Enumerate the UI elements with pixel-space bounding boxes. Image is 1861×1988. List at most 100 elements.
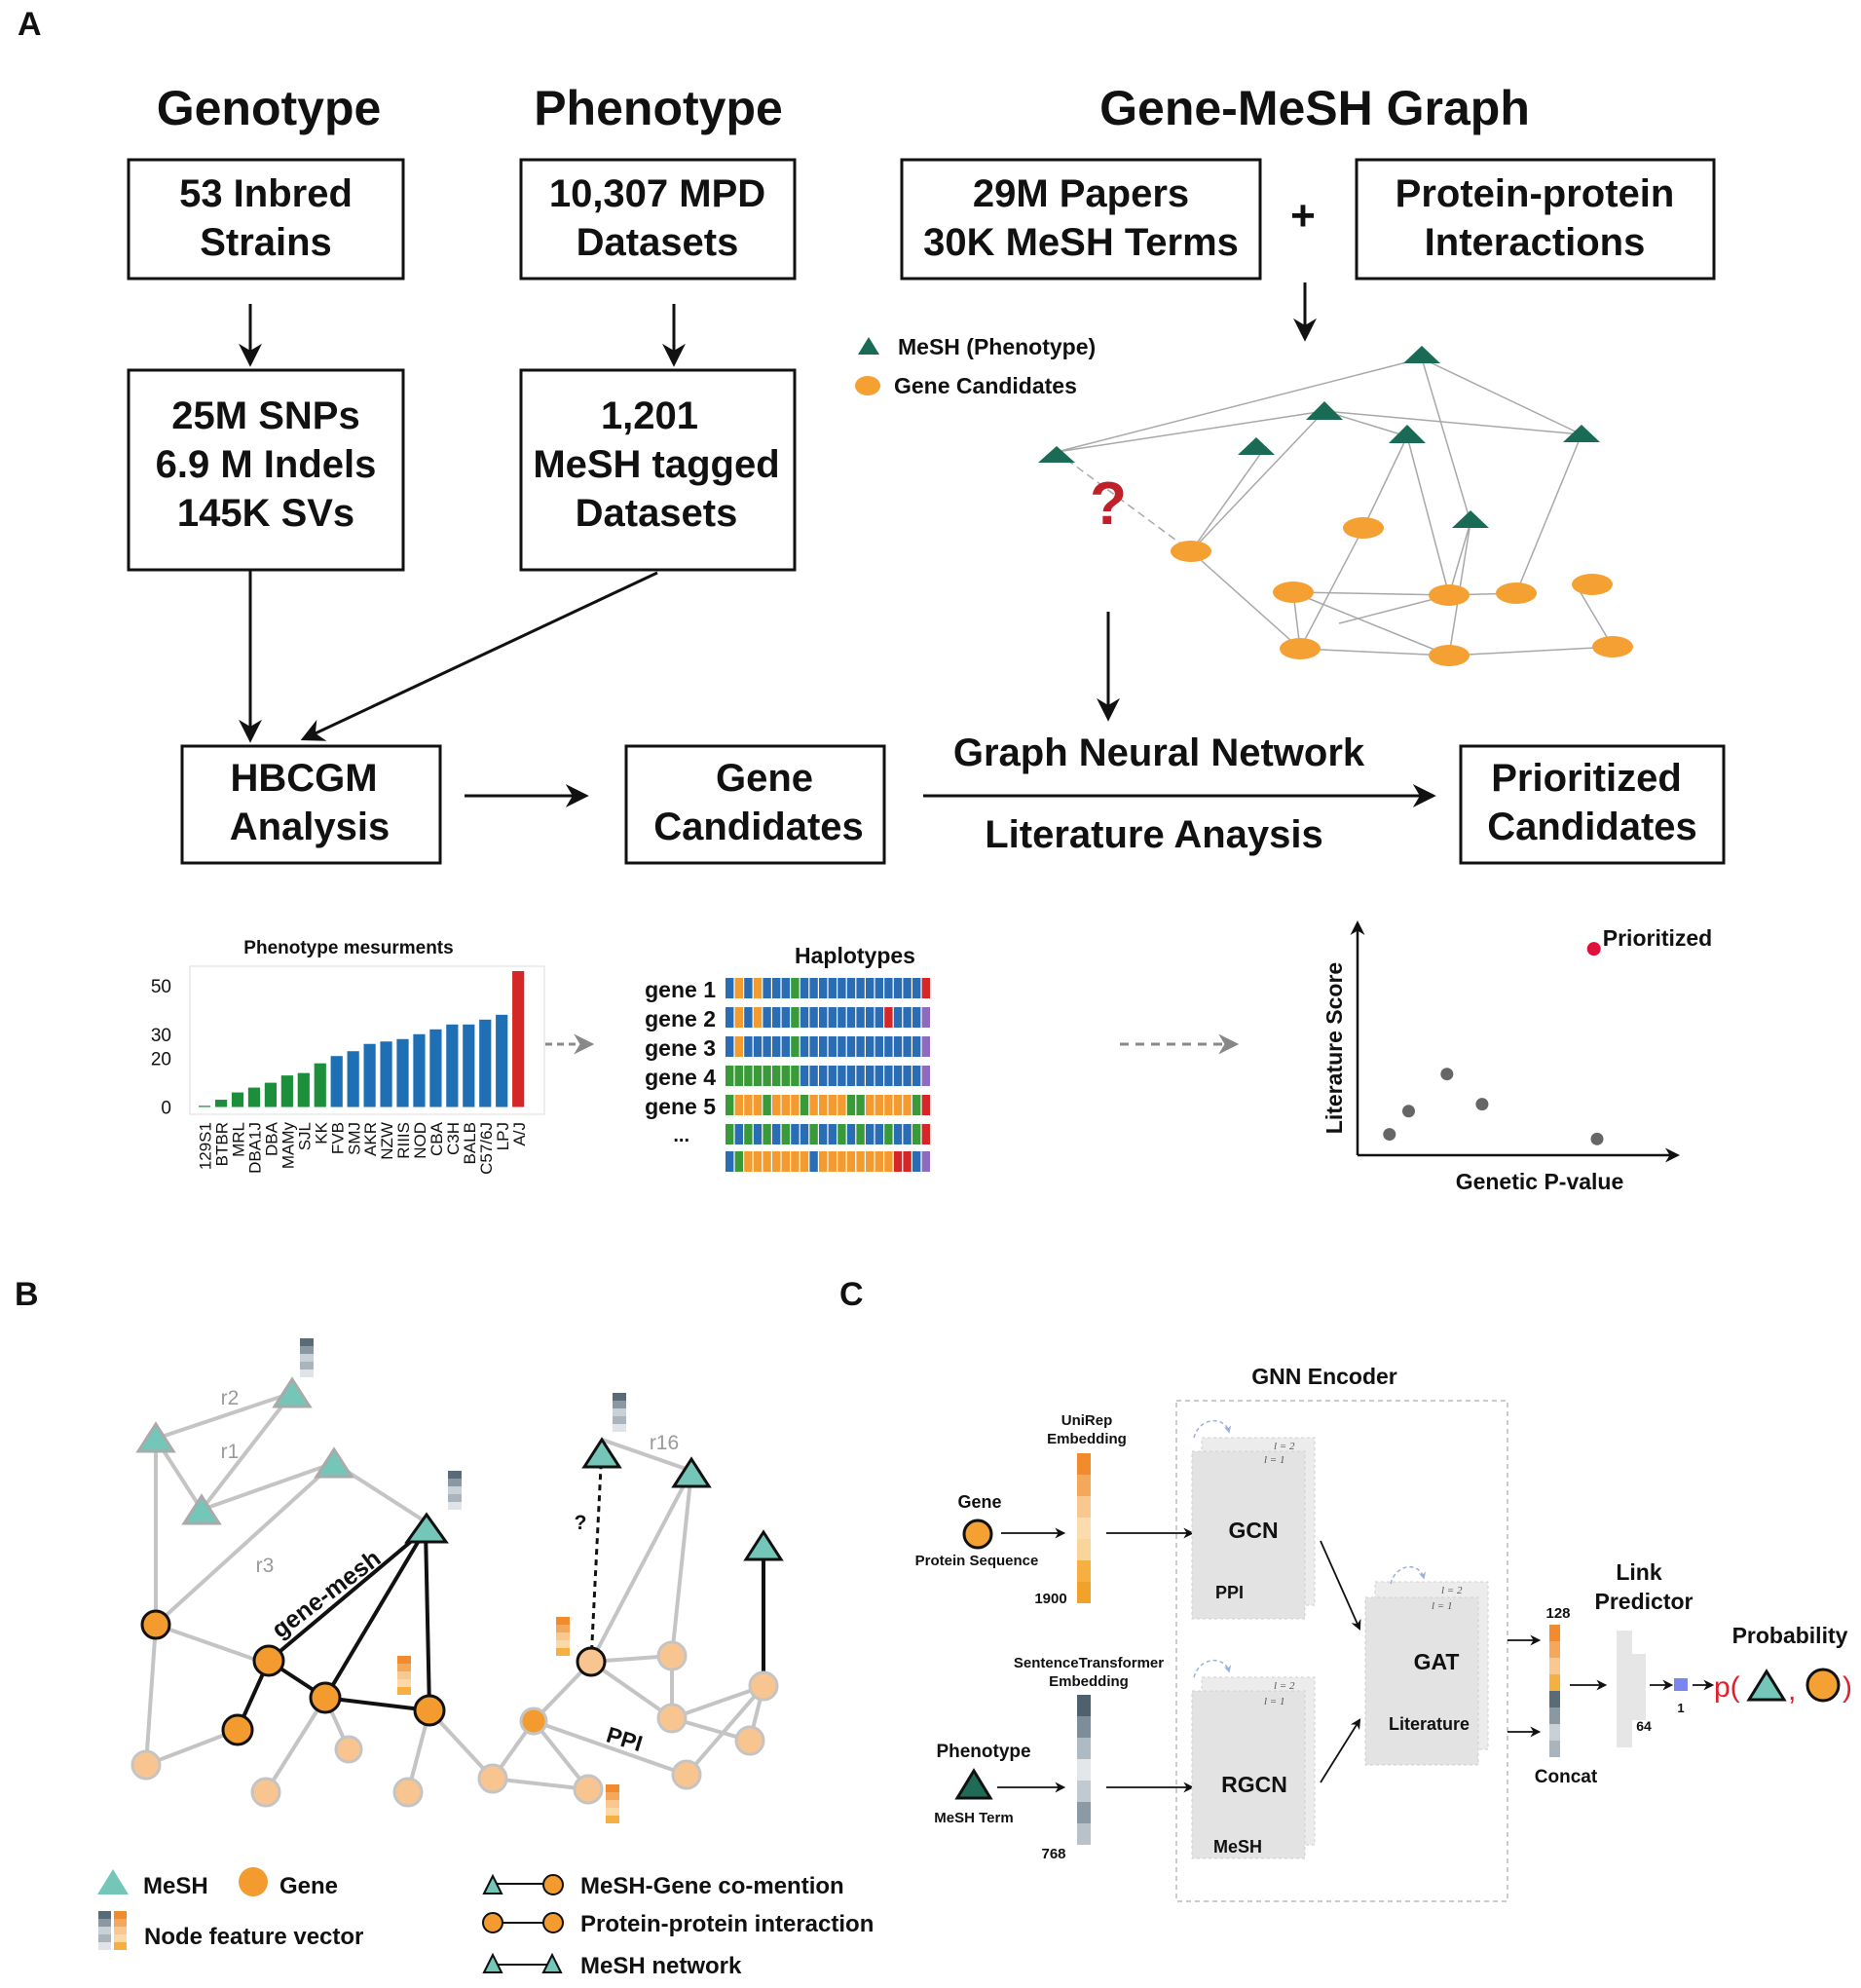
legend-comention-label: MeSH-Gene co-mention <box>580 1873 844 1899</box>
graph-mesh-node <box>1389 425 1426 443</box>
haplotype-cell <box>819 1124 828 1144</box>
haplotype-cell <box>781 1066 790 1086</box>
bar <box>413 1033 426 1107</box>
rgcn-mesh-label: MeSH <box>1213 1837 1262 1857</box>
haplotype-cell <box>744 1007 753 1028</box>
scatter-x-label: Genetic P-value <box>1456 1169 1624 1194</box>
haplotype-cell <box>753 1151 763 1172</box>
haplotype-cell <box>893 1066 903 1086</box>
haplotype-row-label: gene 5 <box>645 1094 716 1119</box>
legend-comention-icon <box>482 1873 564 1895</box>
graph-mesh-node <box>1238 437 1275 455</box>
graph-gene-nodes <box>1171 517 1633 666</box>
prob-gene-icon <box>1805 1668 1841 1703</box>
haplotype-cell <box>819 1036 828 1057</box>
haplotype-cell <box>884 1095 893 1115</box>
haplotype-cell <box>912 978 921 998</box>
bar-x-tick: KK <box>312 1121 330 1144</box>
b-mesh-node <box>404 1512 449 1544</box>
bar <box>363 1043 376 1107</box>
haplotype-cell <box>734 1007 743 1028</box>
unirep-embedding-vector <box>1077 1453 1091 1603</box>
predictor-layer-1 <box>1617 1631 1632 1747</box>
haplotype-cell <box>726 1124 734 1144</box>
haplotype-cell <box>884 1066 893 1086</box>
strains-box: 53 Inbred Strains <box>127 158 405 281</box>
haplotype-cell <box>791 1151 800 1172</box>
prioritized-line-1: Prioritized <box>1491 757 1682 800</box>
dim-1900-label: 1900 <box>1034 1591 1066 1607</box>
bar-x-tick: A/J <box>510 1122 529 1146</box>
haplotype-cell <box>763 1151 771 1172</box>
gene-input-label: Gene <box>957 1492 1001 1512</box>
concat-vector <box>1549 1625 1560 1757</box>
gcn-layer-l2: l = 2 <box>1274 1441 1295 1452</box>
unirep-label-2: Embedding <box>1047 1431 1127 1447</box>
haplotype-cell <box>856 978 865 998</box>
haplotype-cell <box>856 1066 865 1086</box>
haplotype-cell <box>903 1151 912 1172</box>
haplotype-cell <box>726 1066 734 1086</box>
rgcn-recurrence-icon <box>1193 1659 1232 1678</box>
variants-line-3: 145K SVs <box>177 492 354 535</box>
haplotype-cell <box>884 1124 893 1144</box>
rgcn-layer-l2: l = 2 <box>1274 1680 1295 1692</box>
haplotype-cell <box>809 1036 818 1057</box>
haplotype-cell <box>884 1007 893 1028</box>
haplotype-cell <box>912 1066 921 1086</box>
gat-layer-l2: l = 2 <box>1441 1585 1463 1596</box>
graph-mesh-node <box>1306 401 1343 420</box>
scatter-point <box>1440 1068 1454 1081</box>
feature-vector-icon <box>613 1393 626 1432</box>
graph-gene-node <box>1273 581 1314 603</box>
b-gene-node <box>656 1640 688 1671</box>
graph-gene-node <box>1496 582 1537 604</box>
gat-literature-label: Literature <box>1389 1714 1470 1734</box>
prob-mesh-icon <box>1746 1669 1787 1702</box>
haplotype-cell <box>921 978 930 998</box>
protein-sequence-label: Protein Sequence <box>915 1553 1039 1569</box>
haplotype-cell <box>893 978 903 998</box>
haplotype-cell <box>809 978 818 998</box>
haplotype-cell <box>781 1007 790 1028</box>
papers-line-2: 30K MeSH Terms <box>923 221 1239 264</box>
bar <box>247 1087 261 1107</box>
panel-label-a: A <box>18 6 42 43</box>
b-mesh-node <box>743 1529 784 1561</box>
bar-x-tick: 129S1 <box>197 1122 215 1170</box>
b-gene-node <box>573 1774 604 1805</box>
haplotype-cell <box>893 1151 903 1172</box>
b-gene-node <box>334 1735 363 1764</box>
haplotype-cell <box>846 1095 856 1115</box>
panel-b-mesh-nodes <box>135 1376 784 1561</box>
phenotype-bar-chart: Phenotype mesurments 0 20 30 50 129S1BTBRMRL… <box>151 938 545 1175</box>
legend-ppi-icon <box>482 1912 564 1933</box>
graph-gene-node <box>1572 574 1613 595</box>
haplotype-cell <box>763 1036 771 1057</box>
graph-gene-node <box>1592 636 1633 657</box>
dim-128-label: 128 <box>1545 1605 1570 1622</box>
haplotype-row-label: gene 4 <box>645 1065 716 1090</box>
haplotype-cell <box>819 1007 828 1028</box>
haplotype-cell <box>744 1124 753 1144</box>
haplotype-cell <box>800 1151 809 1172</box>
b-gene-node <box>576 1646 607 1677</box>
haplotype-cell <box>846 1124 856 1144</box>
haplotype-cell <box>791 1007 800 1028</box>
panel-label-c: C <box>839 1276 864 1313</box>
b-gene-node <box>477 1763 508 1794</box>
scatter-y-label: Literature Score <box>1321 962 1347 1134</box>
haplotype-cell <box>893 1007 903 1028</box>
haplotype-cell <box>903 978 912 998</box>
haplotype-cell <box>912 1151 921 1172</box>
haplotype-cell <box>846 1066 856 1086</box>
haplotype-cell <box>726 978 734 998</box>
haplotype-cell <box>772 1124 781 1144</box>
haplotype-cell <box>819 1151 828 1172</box>
gnn-encoder-frame <box>1175 1400 1508 1902</box>
bar-x-tick: RIIIS <box>394 1122 413 1159</box>
graph-gene-node <box>1343 517 1384 539</box>
haplotype-cell <box>856 1095 865 1115</box>
st-embedding-label-2: Embedding <box>1049 1673 1129 1690</box>
haplotype-cell <box>921 1066 930 1086</box>
